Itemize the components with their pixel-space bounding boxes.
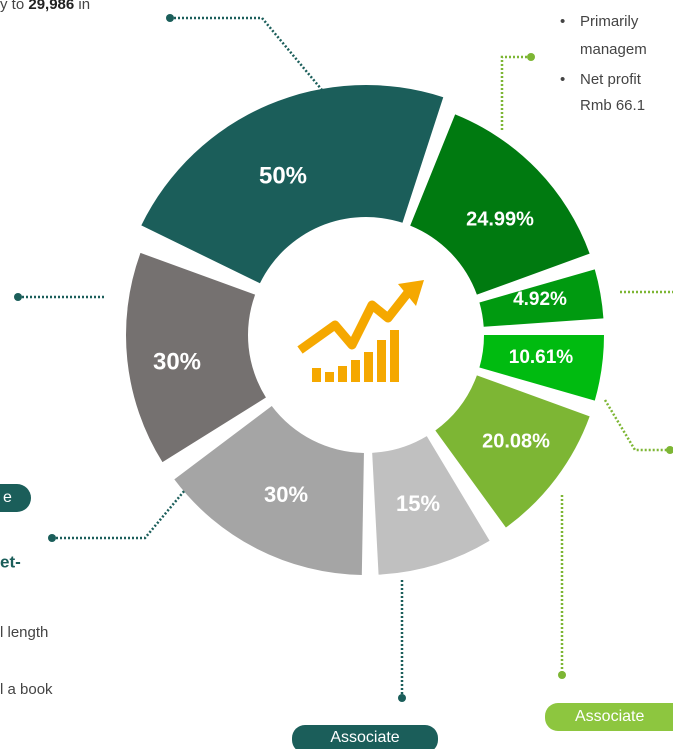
bullet-text: Net profit — [580, 71, 642, 88]
donut-segment — [141, 84, 444, 284]
bullet-text: Primarily — [580, 13, 639, 30]
bullet-text: managem — [580, 41, 647, 58]
top-note: y to 29,986 in — [0, 0, 90, 13]
pill-label: Associate — [330, 729, 399, 746]
pill — [545, 703, 673, 731]
connector-dot — [14, 293, 22, 301]
left-note: l a book — [0, 681, 53, 698]
donut-segment — [372, 436, 490, 575]
donut-segment — [410, 114, 590, 295]
connector-dot — [166, 14, 174, 22]
connectors — [14, 14, 673, 702]
segment-label: 50% — [259, 162, 307, 189]
left-heading: et- — [0, 552, 21, 571]
left-note: l length — [0, 624, 48, 641]
segment-label: 24.99% — [466, 208, 534, 230]
donut-segment — [479, 269, 604, 327]
pill-label: e — [3, 489, 12, 506]
connector-dot — [666, 446, 673, 454]
donut-segment — [435, 375, 590, 528]
segment-label: 30% — [153, 348, 201, 375]
connector-dot — [398, 694, 406, 702]
pill-label: Associate — [575, 708, 644, 725]
bullet-text: Rmb 66.1 — [580, 97, 645, 114]
segment-label: 15% — [396, 491, 440, 516]
connector-dot — [48, 534, 56, 542]
growth-icon — [297, 280, 424, 382]
connector-dot — [527, 53, 535, 61]
segment-label: 20.08% — [482, 430, 550, 452]
connector — [500, 55, 531, 130]
donut-segment — [479, 335, 604, 401]
bullet: • — [560, 71, 565, 88]
segment-label: 4.92% — [513, 289, 567, 310]
segment-label: 30% — [264, 482, 308, 507]
segment-label: 10.61% — [509, 347, 574, 368]
connector — [52, 489, 186, 540]
donut-segment — [125, 252, 266, 463]
donut-segment — [174, 406, 364, 575]
right-bullets: • Primarily managem • Net profit Rmb 66.… — [560, 13, 647, 114]
connector — [603, 399, 673, 452]
connector — [170, 16, 323, 91]
bullet: • — [560, 13, 565, 30]
connector-dot — [558, 671, 566, 679]
pill — [0, 484, 31, 512]
donut: 50% 24.99% 4.92% 10.61% 20.08% 15% 30% 30% — [125, 84, 604, 575]
pill — [292, 725, 438, 749]
